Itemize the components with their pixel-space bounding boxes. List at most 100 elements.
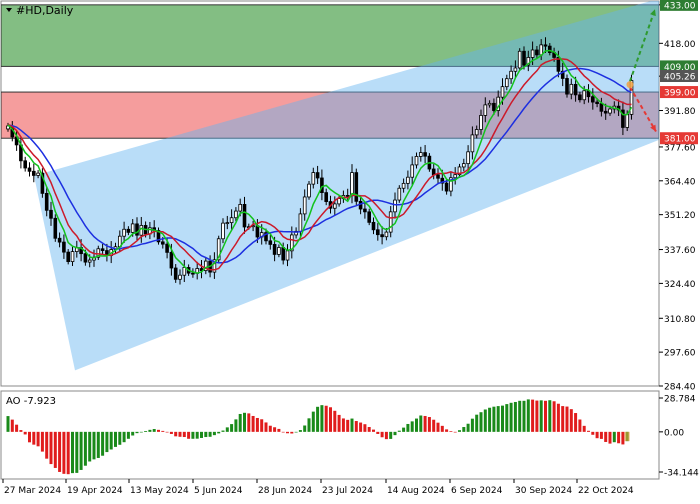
candle: [23, 160, 27, 169]
ao-bar: [380, 431, 384, 438]
ao-bar: [79, 431, 83, 470]
candle: [449, 177, 453, 192]
candle: [320, 177, 324, 194]
ao-bar: [53, 431, 57, 468]
ao-bar: [556, 403, 560, 432]
ao-bar: [303, 425, 307, 432]
candle: [363, 208, 367, 213]
candle: [324, 192, 328, 202]
ao-y-tick-label: 0.00: [664, 428, 684, 438]
ao-bar: [346, 419, 350, 432]
ao-bar: [200, 431, 203, 438]
price-label: 405.26: [664, 72, 696, 82]
ao-bar: [251, 415, 255, 432]
candle: [393, 199, 397, 213]
candle: [453, 174, 457, 179]
ao-bar: [260, 419, 264, 432]
candle: [444, 182, 449, 192]
ao-bar: [406, 423, 410, 432]
ao-bar: [28, 431, 31, 443]
x-tick-label: 30 Sep 2024: [515, 486, 572, 496]
ao-bar: [505, 404, 509, 432]
ao-bar: [40, 431, 44, 452]
ao-bar: [513, 401, 517, 432]
candle: [371, 221, 376, 231]
candle: [548, 45, 552, 53]
ao-bar: [436, 422, 440, 432]
candle: [32, 170, 36, 176]
candle: [573, 83, 578, 96]
ao-bar: [501, 405, 504, 432]
candle: [595, 101, 599, 104]
ao-bar: [157, 429, 160, 432]
y-tick-label: 364.40: [664, 177, 696, 187]
candle: [212, 259, 217, 273]
candle: [277, 247, 281, 255]
ao-bar: [329, 407, 332, 432]
moving-average-fast-line: [7, 49, 633, 274]
ao-bar: [492, 406, 496, 432]
candle: [165, 243, 169, 253]
resistance-zone[interactable]: [1, 4, 659, 67]
ao-bar: [617, 431, 621, 444]
ao-bar: [152, 429, 156, 432]
candle: [234, 210, 238, 219]
candle: [401, 182, 406, 189]
ao-bar: [518, 400, 522, 432]
symbol-header: #HD,Daily: [6, 4, 74, 17]
candle: [229, 217, 234, 224]
ao-bar: [574, 413, 578, 432]
candle: [608, 108, 612, 114]
ao-bar: [552, 401, 556, 432]
ao-bar: [114, 431, 117, 447]
candle: [122, 228, 126, 237]
ao-bar: [139, 431, 143, 433]
x-tick-label: 28 Jun 2024: [258, 486, 312, 496]
candle: [350, 172, 354, 197]
ao-bar: [281, 431, 285, 433]
candle: [591, 96, 595, 103]
ao-bar: [612, 431, 616, 443]
ao-bar: [109, 431, 113, 450]
candle: [83, 253, 88, 263]
candle: [556, 57, 561, 72]
candle: [53, 217, 58, 239]
ao-bar: [341, 418, 345, 432]
candle: [126, 228, 131, 233]
candle: [569, 83, 574, 95]
candle: [156, 230, 161, 243]
candle: [522, 50, 526, 66]
ao-bar: [316, 406, 320, 432]
ao-bar: [363, 424, 367, 432]
candle: [281, 247, 285, 261]
candle: [629, 80, 634, 115]
y-tick-label: 391.80: [664, 107, 696, 117]
candle: [461, 163, 466, 168]
support-zone[interactable]: [1, 91, 659, 139]
ao-bar: [148, 429, 152, 432]
candle: [367, 211, 371, 223]
ao-bar: [350, 418, 354, 432]
ao-bar: [509, 402, 513, 432]
candle: [130, 223, 135, 233]
ao-bar: [195, 431, 199, 439]
dropdown-triangle-icon[interactable]: [6, 8, 12, 12]
x-tick-label: 5 Jun 2024: [194, 486, 243, 496]
candle: [225, 222, 230, 225]
candle: [582, 90, 586, 101]
candle: [530, 49, 535, 58]
candle: [565, 78, 569, 95]
ao-title: AO -7.923: [6, 396, 56, 407]
ao-bar: [174, 431, 178, 437]
ao-bar: [393, 431, 397, 436]
candle: [474, 129, 479, 136]
candle: [625, 113, 629, 128]
ao-bar: [453, 431, 457, 433]
ao-bar: [238, 413, 242, 432]
ao-bar: [333, 410, 337, 432]
candle: [160, 241, 165, 245]
ao-bar: [105, 431, 109, 453]
price-label: 381.00: [664, 135, 696, 145]
ao-bar: [243, 412, 246, 432]
